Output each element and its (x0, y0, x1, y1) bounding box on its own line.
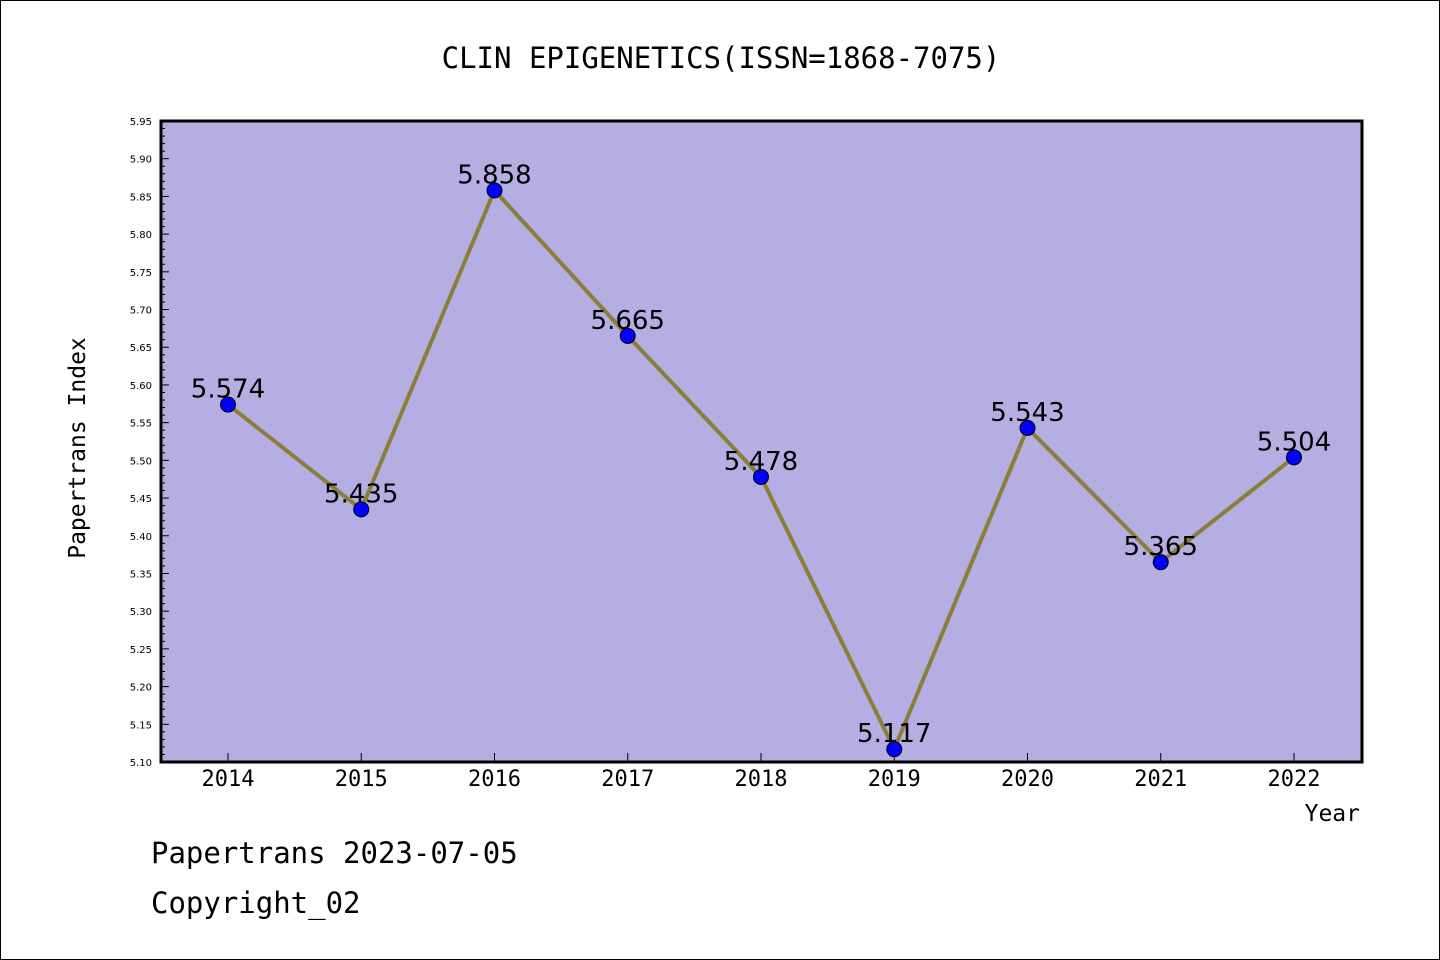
data-label: 5.117 (857, 719, 931, 749)
data-point (220, 396, 236, 413)
data-label: 5.665 (591, 306, 665, 336)
data-label: 5.543 (990, 398, 1064, 428)
x-tick-label: 2022 (1268, 767, 1321, 792)
data-label: 5.365 (1124, 532, 1198, 562)
y-tick-label: 5.85 (130, 192, 152, 203)
y-tick-label: 5.50 (130, 456, 152, 467)
x-tick-label: 2016 (468, 767, 521, 792)
y-tick-label: 5.40 (130, 532, 152, 543)
data-label: 5.504 (1257, 427, 1331, 457)
footer-date: Papertrans 2023-07-05 (151, 836, 518, 870)
data-label: 5.435 (324, 479, 398, 509)
data-point (486, 182, 503, 199)
data-point (886, 741, 903, 758)
x-tick-label: 2017 (601, 767, 654, 792)
data-point (619, 327, 636, 344)
y-tick-label: 5.25 (130, 645, 152, 656)
y-tick-label: 5.70 (130, 306, 152, 317)
x-axis-label: Year (1305, 801, 1360, 827)
plot-frame (159, 119, 1364, 764)
y-tick-label: 5.15 (130, 720, 152, 731)
y-tick-label: 5.80 (130, 230, 152, 241)
data-point (753, 468, 769, 485)
data-point (1286, 449, 1302, 466)
data-label: 5.574 (191, 375, 265, 405)
data-label: 5.858 (457, 160, 531, 190)
chart-title: CLIN EPIGENETICS(ISSN=1868-7075) (442, 41, 1001, 75)
y-axis-label: Papertrans Index (65, 337, 91, 559)
x-tick-label: 2014 (202, 767, 255, 792)
y-tick-label: 5.55 (130, 419, 152, 430)
y-tick-label: 5.65 (130, 343, 152, 354)
y-tick-label: 5.45 (130, 494, 152, 505)
data-label: 5.478 (724, 447, 798, 477)
data-point (353, 501, 370, 518)
x-tick-label: 2015 (335, 767, 388, 792)
y-tick-label: 5.35 (130, 569, 152, 580)
x-tick-label: 2020 (1001, 767, 1054, 792)
x-tick-label: 2021 (1134, 767, 1187, 792)
plot-area (161, 121, 1362, 762)
footer-copyright: Copyright_02 (151, 886, 361, 920)
y-tick-label: 5.90 (130, 155, 152, 166)
y-tick-label: 5.95 (130, 117, 152, 128)
x-tick-label: 2019 (868, 767, 921, 792)
y-tick-label: 5.75 (130, 268, 152, 279)
data-point (1019, 419, 1036, 436)
y-tick-label: 5.20 (130, 683, 152, 694)
y-tick-label: 5.10 (130, 758, 152, 769)
y-tick-label: 5.30 (130, 607, 152, 618)
x-tick-label: 2018 (735, 767, 788, 792)
y-tick-label: 5.60 (130, 381, 152, 392)
data-point (1152, 554, 1169, 571)
